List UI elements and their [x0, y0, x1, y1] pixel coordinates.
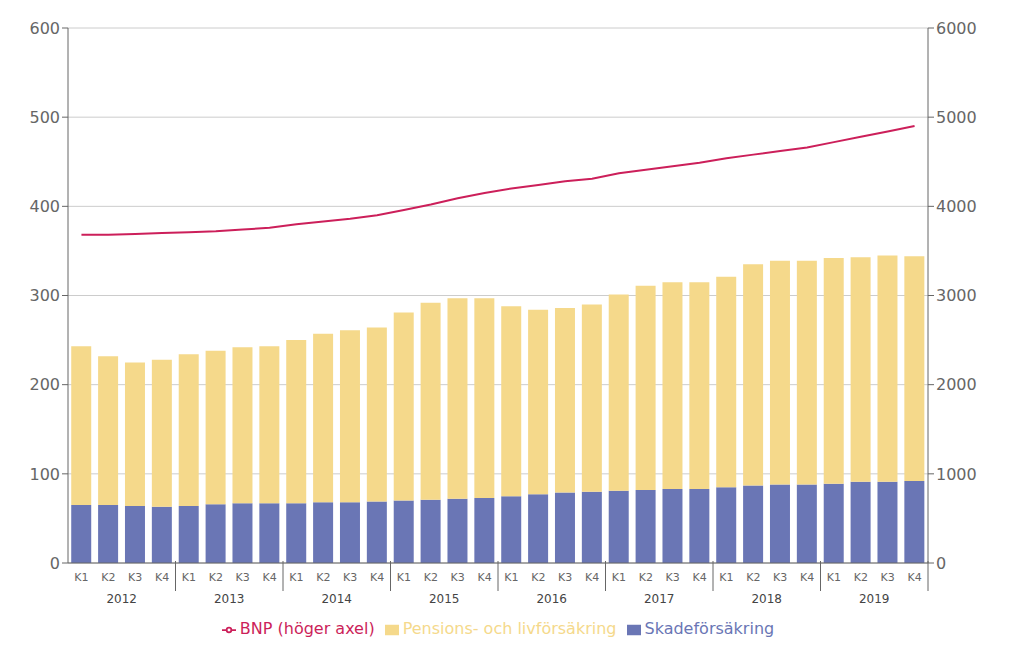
svg-text:K1: K1: [612, 571, 626, 584]
svg-text:200: 200: [29, 375, 60, 394]
svg-text:K1: K1: [182, 571, 196, 584]
svg-text:2012: 2012: [106, 592, 137, 606]
svg-text:K3: K3: [773, 571, 787, 584]
svg-text:K1: K1: [397, 571, 411, 584]
svg-text:K3: K3: [451, 571, 465, 584]
html-text:BNP (höger axel): BNP (höger axel): [239, 619, 375, 638]
svg-text:K2: K2: [424, 571, 438, 584]
svg-text:2015: 2015: [429, 592, 460, 606]
svg-text:K3: K3: [558, 571, 572, 584]
svg-text:3000: 3000: [936, 286, 977, 305]
svg-text:4000: 4000: [936, 197, 977, 216]
svg-text:300: 300: [29, 286, 60, 305]
svg-text:K1: K1: [74, 571, 88, 584]
svg-text:K1: K1: [289, 571, 303, 584]
svg-text:100: 100: [29, 465, 60, 484]
svg-text:500: 500: [29, 108, 60, 127]
svg-text:6000: 6000: [936, 19, 977, 38]
svg-text:K2: K2: [316, 571, 330, 584]
svg-text:K2: K2: [639, 571, 653, 584]
svg-text:K2: K2: [854, 571, 868, 584]
svg-text:0: 0: [50, 554, 60, 573]
svg-text:K4: K4: [262, 571, 276, 584]
svg-text:K1: K1: [504, 571, 518, 584]
svg-text:K1: K1: [719, 571, 733, 584]
svg-text:2013: 2013: [214, 592, 245, 606]
svg-text:K3: K3: [128, 571, 142, 584]
svg-text:K2: K2: [209, 571, 223, 584]
svg-text:400: 400: [29, 197, 60, 216]
svg-text:5000: 5000: [936, 108, 977, 127]
svg-text:K3: K3: [236, 571, 250, 584]
svg-text:K4: K4: [477, 571, 491, 584]
html-text:Pensions- och livförsäkring: Pensions- och livförsäkring: [402, 619, 617, 638]
svg-text:K3: K3: [666, 571, 680, 584]
svg-text:K2: K2: [101, 571, 115, 584]
svg-text:K2: K2: [746, 571, 760, 584]
svg-text:K4: K4: [370, 571, 384, 584]
svg-text:K2: K2: [531, 571, 545, 584]
svg-text:600: 600: [29, 19, 60, 38]
svg-text:2017: 2017: [644, 592, 675, 606]
svg-text:K4: K4: [155, 571, 169, 584]
svg-text:K3: K3: [343, 571, 357, 584]
svg-text:K3: K3: [881, 571, 895, 584]
svg-text:K1: K1: [827, 571, 841, 584]
svg-text:2014: 2014: [321, 592, 352, 606]
svg-text:2018: 2018: [751, 592, 782, 606]
svg-text:0: 0: [936, 554, 946, 573]
svg-text:K4: K4: [692, 571, 706, 584]
svg-text:K4: K4: [585, 571, 599, 584]
svg-text:K4: K4: [907, 571, 921, 584]
html-text:Skadeförsäkring: Skadeförsäkring: [644, 619, 775, 638]
svg-text:1000: 1000: [936, 465, 977, 484]
svg-text:2016: 2016: [536, 592, 567, 606]
svg-text:2019: 2019: [859, 592, 890, 606]
svg-text:2000: 2000: [936, 375, 977, 394]
svg-text:K4: K4: [800, 571, 814, 584]
